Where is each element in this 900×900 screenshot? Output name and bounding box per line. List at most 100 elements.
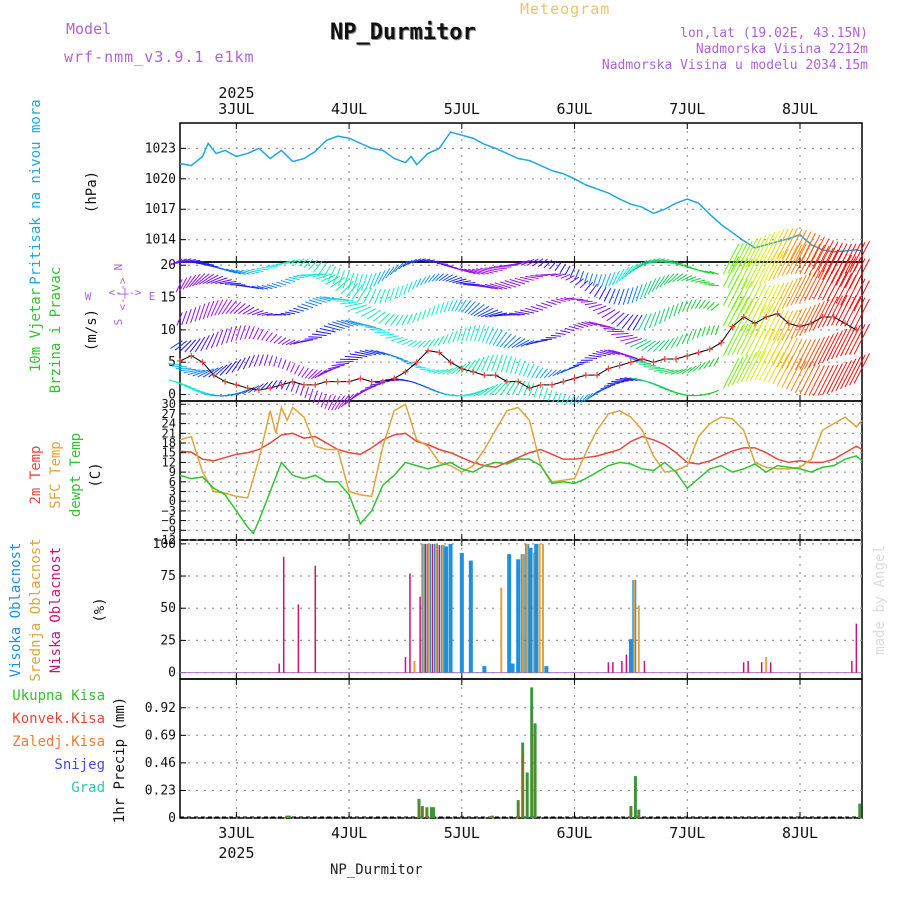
wind-speed-point xyxy=(627,359,634,366)
lonlat-label: lon,lat (19.02E, 43.15N) xyxy=(680,26,868,41)
wind-arrow xyxy=(385,378,399,381)
wind-arrow xyxy=(781,337,798,369)
wind-arrow xyxy=(588,354,602,358)
precip-bar-conv xyxy=(418,801,420,818)
wind-arrow xyxy=(206,275,224,284)
wind-arrow xyxy=(574,269,580,280)
wind-arrow xyxy=(702,300,711,310)
wind-arrow xyxy=(256,311,269,316)
wind-speed-point xyxy=(797,323,803,330)
wind-arrow xyxy=(555,273,566,278)
wind-arrow xyxy=(394,262,404,273)
wind-arrow xyxy=(550,334,562,337)
wind-arrow xyxy=(300,339,314,342)
cloud-bar-low xyxy=(643,660,646,673)
wind-arrow xyxy=(194,336,206,352)
wind-arrow xyxy=(175,279,183,293)
wind-arrow xyxy=(284,311,296,315)
wind-speed-point xyxy=(616,362,623,369)
wind-arrow xyxy=(795,231,812,263)
wind-arrow xyxy=(826,363,843,394)
wind-arrow xyxy=(313,261,323,273)
wind-arrow xyxy=(217,299,228,315)
y-tick-label: 15 xyxy=(162,446,176,460)
wind-arrow xyxy=(233,303,246,314)
wind-arrow xyxy=(475,284,494,289)
wind-arrow xyxy=(831,328,848,360)
wind-arrow xyxy=(581,321,593,327)
wind-arrow xyxy=(736,240,753,272)
cloud-title-mid: Srednja Oblacnost xyxy=(28,538,44,681)
wind-arrow xyxy=(458,299,467,312)
temp-title-dew: dewpt Temp xyxy=(68,433,84,517)
y-tick-label: 9 xyxy=(169,465,176,479)
wind-arrow xyxy=(473,387,490,397)
wind-arrow xyxy=(481,355,490,372)
wind-arrow xyxy=(488,382,503,396)
wind-arrow xyxy=(284,278,296,282)
wind-arrow xyxy=(849,258,866,289)
wind-arrow xyxy=(231,358,242,373)
wind-arrow xyxy=(635,340,652,350)
wind-arrow xyxy=(831,294,848,326)
wind-arrow xyxy=(795,273,812,304)
cloud-bar-low xyxy=(621,660,623,673)
wind-arrow xyxy=(530,275,544,278)
wind-arrow xyxy=(364,383,381,389)
wind-arrow xyxy=(433,369,444,374)
wind-speed-point xyxy=(729,323,736,330)
compass-arrow-h: <-|-> xyxy=(108,286,141,299)
wind-arrow xyxy=(525,307,539,313)
wind-arrow xyxy=(731,354,749,386)
wind-arrow xyxy=(359,350,377,356)
wind-arrow xyxy=(461,300,472,313)
wind-arrow xyxy=(540,338,553,341)
wind-arrow xyxy=(197,368,215,378)
wind-arrow xyxy=(538,386,544,399)
wind-arrow xyxy=(443,301,449,313)
wind-arrow xyxy=(573,395,580,405)
wind-arrow xyxy=(781,309,798,341)
wind-arrow xyxy=(182,275,192,290)
wind-arrow xyxy=(588,303,602,309)
cloud-bar-low xyxy=(607,662,610,673)
wind-arrow xyxy=(179,340,192,352)
wind-arrow xyxy=(547,389,553,401)
wind-arrow xyxy=(817,297,834,329)
wind-arrow xyxy=(424,259,435,262)
precip-bar-conv xyxy=(288,815,290,818)
wind-arrow xyxy=(514,311,530,315)
wind-arrow xyxy=(411,258,422,264)
wind-arrow xyxy=(503,335,517,348)
wind-arrow xyxy=(554,262,562,272)
wind-arrow xyxy=(531,365,539,378)
wind-arrow xyxy=(630,339,647,348)
wind-arrow xyxy=(569,365,580,369)
wind-arrow xyxy=(213,364,228,377)
wind-arrow xyxy=(745,325,762,356)
wind-arrow xyxy=(596,323,611,328)
wind-speed-point xyxy=(853,326,860,333)
precip-bar-conv xyxy=(522,753,524,818)
wind-arrow xyxy=(242,356,251,370)
wind-arrow xyxy=(324,394,332,410)
wind-arrow xyxy=(379,288,386,304)
wind-arrow xyxy=(745,237,762,268)
cloud-bar-low xyxy=(431,543,434,673)
wind-arrow xyxy=(396,357,408,362)
wind-speed-point xyxy=(830,313,837,320)
wind-arrow xyxy=(777,355,794,386)
wind-arrow xyxy=(364,326,381,330)
wind-arrow xyxy=(391,355,404,360)
wind-arrow xyxy=(530,306,544,311)
wind-arrow xyxy=(474,325,481,342)
wind-arrow xyxy=(242,306,255,315)
wind-arrow xyxy=(331,395,341,411)
wind-arrow xyxy=(187,369,205,376)
wind-arrow xyxy=(727,242,744,274)
wind-arrow xyxy=(658,339,670,352)
wind-arrow xyxy=(550,299,562,304)
wind-arrow xyxy=(368,288,377,305)
compass-w: W xyxy=(85,290,92,303)
wind-arrow xyxy=(736,298,753,330)
